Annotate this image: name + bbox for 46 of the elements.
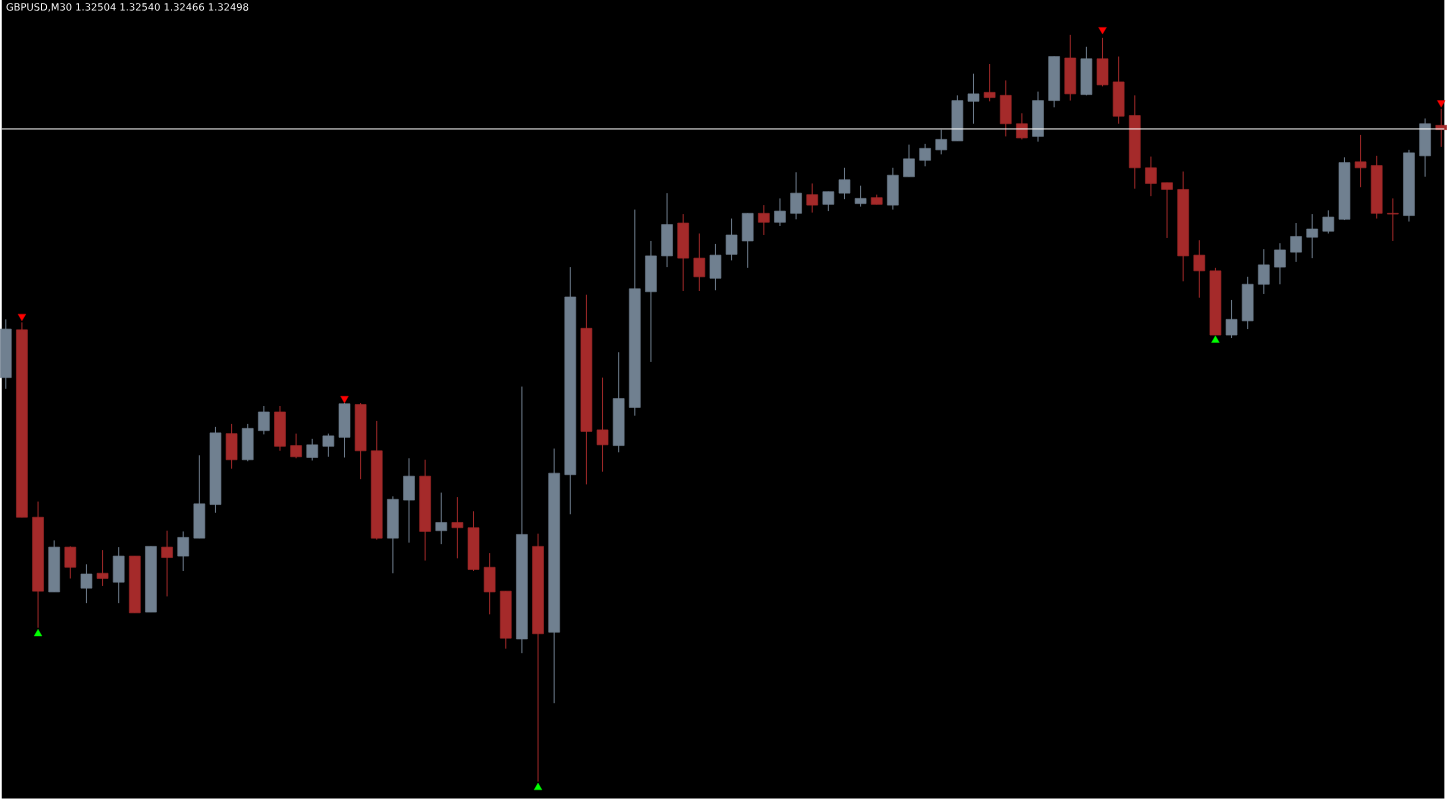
candlestick [177, 531, 189, 572]
candlestick [903, 144, 915, 178]
candlestick [64, 546, 77, 580]
point [533, 783, 543, 791]
point [1211, 335, 1220, 343]
candlestick [1145, 156, 1157, 197]
candlestick [790, 171, 802, 221]
candlestick [1306, 213, 1318, 259]
candlestick [322, 433, 335, 458]
candlestick [709, 243, 722, 291]
candlestick [838, 167, 851, 200]
candlestick [967, 73, 980, 125]
candlestick [451, 496, 464, 560]
candlestick [854, 185, 867, 208]
candlestick [1193, 239, 1206, 299]
candlestick [96, 549, 109, 587]
candlestick [306, 438, 319, 462]
candlestick [725, 218, 738, 262]
candlestick [1387, 198, 1399, 242]
candlestick [983, 63, 996, 103]
candlestick [758, 204, 770, 236]
candlestick [1274, 242, 1286, 285]
candlestick [596, 377, 609, 473]
candlestick [1161, 182, 1173, 239]
candlestick [1354, 134, 1367, 188]
candlestick [403, 457, 415, 544]
candlestick [1290, 222, 1302, 263]
candlestick [919, 143, 931, 167]
candlestick [1258, 248, 1270, 295]
candlestick [693, 233, 706, 292]
candlestick [161, 530, 173, 598]
candlestick [935, 129, 948, 156]
point [340, 396, 349, 404]
candlestick [80, 564, 93, 604]
candlestick [435, 492, 448, 545]
candlestick [1225, 299, 1238, 339]
chart-title: GBPUSD,M30 1.32504 1.32540 1.32466 1.32498 [6, 3, 249, 12]
candlestick [806, 183, 818, 214]
candlestick [290, 433, 302, 459]
point [17, 314, 27, 322]
point [33, 629, 43, 637]
candlestick [774, 198, 786, 227]
point [1098, 27, 1107, 35]
candlestick [822, 191, 835, 212]
candlestick [1322, 210, 1335, 235]
candlestick [258, 405, 270, 436]
